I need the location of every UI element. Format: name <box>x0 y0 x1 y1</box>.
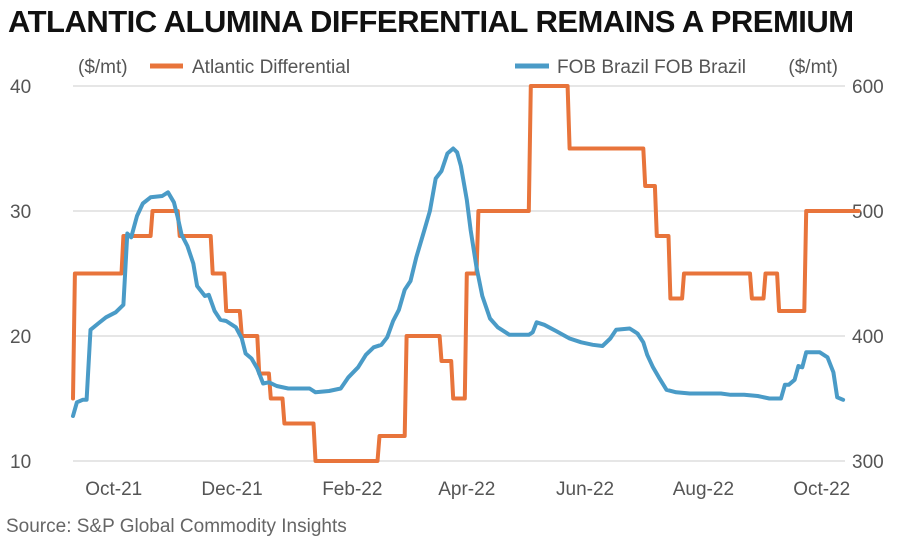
chart-title: ATLANTIC ALUMINA DIFFERENTIAL REMAINS A … <box>8 4 854 39</box>
x-tick-label: Aug-22 <box>673 479 734 500</box>
x-tick-label: Dec-21 <box>201 479 262 500</box>
left-tick-label: 30 <box>10 202 31 223</box>
legend: ($/mt) Atlantic Differential FOB Brazil … <box>78 57 838 78</box>
series-line-fob-brazil <box>71 146 846 418</box>
right-tick-label: 500 <box>852 202 884 223</box>
x-tick-label: Oct-21 <box>85 479 142 500</box>
right-tick-label: 400 <box>852 327 884 348</box>
source-note: Source: S&P Global Commodity Insights <box>6 516 347 537</box>
series-line-atlantic-differential <box>71 84 861 463</box>
x-tick-label: Feb-22 <box>322 479 382 500</box>
right-tick-label: 300 <box>852 452 884 473</box>
right-tick-label: 600 <box>852 77 884 98</box>
right-axis-labels: 600 500 400 300 <box>852 77 884 473</box>
left-tick-label: 40 <box>10 77 31 98</box>
left-tick-label: 20 <box>10 327 31 348</box>
left-axis-labels: 40 30 20 10 <box>10 77 31 473</box>
legend-label-atlantic-differential: Atlantic Differential <box>192 57 350 78</box>
right-axis-unit: ($/mt) <box>788 57 838 78</box>
x-tick-label: Apr-22 <box>438 479 495 500</box>
left-tick-label: 10 <box>10 452 31 473</box>
legend-label-fob-brazil: FOB Brazil FOB Brazil <box>557 57 746 78</box>
x-axis-labels: Oct-21 Dec-21 Feb-22 Apr-22 Jun-22 Aug-22 Oct-… <box>85 479 850 500</box>
left-axis-unit: ($/mt) <box>78 57 128 78</box>
series-lines <box>71 84 861 463</box>
x-tick-label: Oct-22 <box>793 479 850 500</box>
grid-lines <box>73 85 845 462</box>
x-tick-label: Jun-22 <box>556 479 614 500</box>
